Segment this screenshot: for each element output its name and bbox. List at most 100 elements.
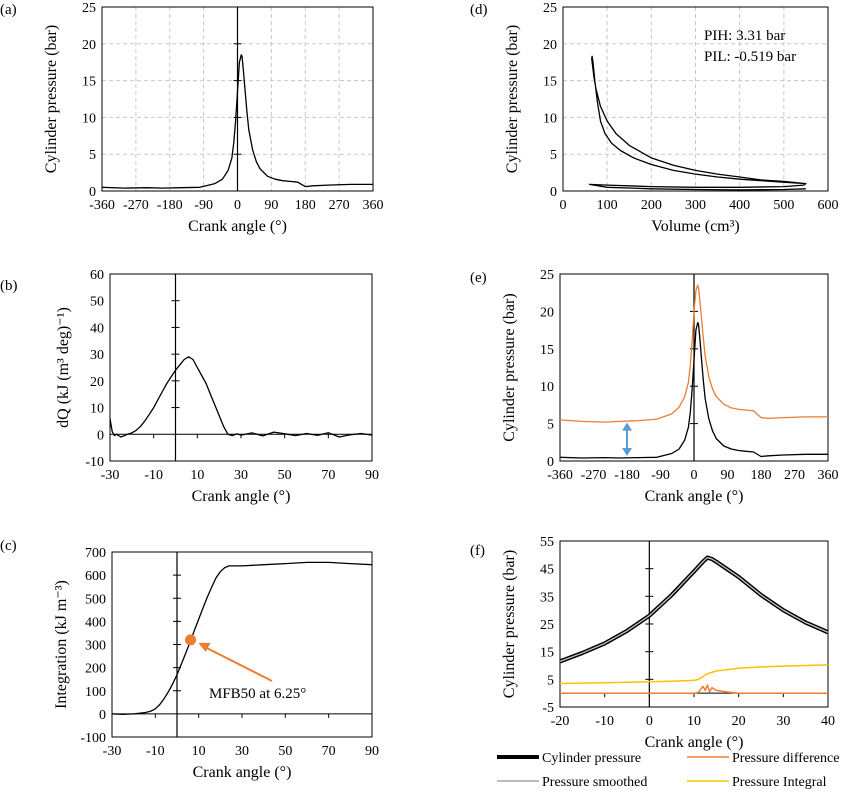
plot-frame (109, 273, 373, 462)
x-tick-label: 300 (685, 198, 706, 213)
x-tick-label: 30 (776, 714, 790, 729)
x-tick-label: 10 (687, 714, 701, 729)
y-tick-label: -100 (80, 731, 106, 746)
x-tick-label: 360 (818, 468, 839, 483)
x-tick-label: -360 (89, 198, 115, 213)
legend-label: Pressure smoothed (542, 775, 647, 790)
series-line-0 (112, 561, 372, 715)
y-tick-label: -10 (85, 455, 104, 470)
mfb50-arrow-head (198, 642, 211, 652)
panel-label-f: (f) (470, 543, 485, 559)
y-tick-label: 10 (543, 111, 557, 126)
panel-label-d: (d) (470, 2, 488, 18)
x-tick-label: 70 (321, 468, 335, 483)
chart-f: -20 -10 0 10 20 30 40 -5 5 15 25 35 45 55 Crank angle … (497, 535, 839, 790)
y-tick-label: 25 (543, 1, 557, 16)
x-tick-label: 0 (691, 468, 698, 483)
x-tick-label: 30 (234, 468, 248, 483)
x-tick-label: 180 (751, 468, 772, 483)
y-tick-label: 10 (90, 402, 104, 417)
x-tick-label: 600 (818, 198, 839, 213)
pmep-annotation: PIH: 3.31 bar (704, 28, 785, 44)
x-tick-label: 10 (190, 468, 204, 483)
x-tick-label: 0 (560, 198, 567, 213)
x-tick-label: 200 (641, 198, 662, 213)
y-axis-title: dQ (kJ (m³ deg)⁻¹) (55, 307, 72, 428)
x-tick-label: -20 (551, 714, 570, 729)
y-tick-label: 20 (90, 375, 104, 390)
y-tick-label: 200 (85, 662, 106, 677)
x-tick-label: 180 (295, 198, 316, 213)
chart-d: 0 100 200 300 400 500 600 0 5 10 15 20 25 Volume (cm³… (504, 1, 839, 235)
y-tick-label: 5 (547, 673, 554, 688)
x-tick-label: -30 (103, 744, 122, 759)
x-tick-label: -10 (595, 714, 614, 729)
y-tick-label: 0 (547, 455, 554, 470)
y-tick-label: 5 (547, 418, 554, 433)
chart-c: -30 -10 10 30 50 70 90 -100 0 100 200 300 400 500 600 7… (53, 546, 379, 781)
x-tick-label: -180 (614, 468, 640, 483)
legend-label: Pressure Integral (732, 775, 827, 790)
x-axis-title: Volume (cm³) (651, 218, 739, 235)
panel-label-e: (e) (470, 270, 487, 286)
offset-arrow-head-down (622, 448, 632, 457)
y-tick-label: 35 (540, 590, 554, 605)
chart-e: -360 -270 -180 -90 0 90 180 270 360 0 5 10 15 20 25 Cra… (501, 268, 839, 505)
x-tick-label: 100 (597, 198, 618, 213)
legend-label: Pressure difference (732, 751, 839, 766)
x-tick-label: 400 (729, 198, 750, 213)
series-line-0 (102, 54, 373, 189)
x-tick-label: 50 (278, 744, 292, 759)
y-tick-label: 40 (90, 321, 104, 336)
y-tick-label: 0 (97, 428, 104, 443)
x-axis-title: Crank angle (°) (192, 488, 291, 505)
x-tick-label: 30 (235, 744, 249, 759)
y-tick-label: 300 (85, 639, 106, 654)
y-tick-label: 5 (550, 148, 557, 163)
panel-label-c: (c) (0, 538, 17, 554)
x-tick-label: -180 (157, 198, 183, 213)
y-tick-label: 50 (90, 295, 104, 310)
series-line-0 (588, 55, 807, 191)
y-tick-label: 15 (543, 75, 557, 90)
y-tick-label: 0 (550, 185, 557, 200)
y-tick-label: 400 (85, 615, 106, 630)
x-tick-label: -360 (547, 468, 573, 483)
x-tick-label: 90 (365, 744, 379, 759)
y-tick-label: 700 (85, 546, 106, 561)
y-tick-label: 25 (540, 618, 554, 633)
x-tick-label: 500 (773, 198, 794, 213)
y-axis-title: Integration (kJ m⁻³) (53, 580, 70, 709)
y-tick-label: 15 (540, 646, 554, 661)
x-tick-label: 10 (192, 744, 206, 759)
x-tick-label: -30 (101, 468, 120, 483)
y-tick-label: 0 (99, 708, 106, 723)
x-axis-title: Crank angle (°) (645, 734, 744, 751)
x-tick-label: 70 (322, 744, 336, 759)
x-tick-label: -10 (144, 468, 163, 483)
x-tick-label: -270 (123, 198, 149, 213)
x-tick-label: 40 (821, 714, 835, 729)
series-line-1 (560, 684, 828, 694)
y-tick-label: 0 (89, 185, 96, 200)
y-tick-label: 500 (85, 592, 106, 607)
y-tick-label: 20 (543, 38, 557, 53)
x-tick-label: 270 (784, 468, 805, 483)
plot-frame (559, 540, 829, 708)
plot-frame (111, 551, 373, 738)
x-tick-label: -270 (581, 468, 607, 483)
y-tick-label: 15 (540, 343, 554, 358)
mfb50-annotation: MFB50 at 6.25° (209, 686, 306, 702)
y-tick-label: 5 (89, 148, 96, 163)
x-axis-title: Crank angle (°) (645, 488, 744, 505)
y-tick-label: 20 (540, 305, 554, 320)
series-line-1 (560, 284, 828, 423)
x-tick-label: 270 (329, 198, 350, 213)
x-tick-label: 50 (278, 468, 292, 483)
pmep-annotation: PIL: -0.519 bar (704, 49, 796, 65)
y-tick-label: 55 (540, 535, 554, 550)
mfb50-marker (185, 634, 197, 646)
x-tick-label: 90 (264, 198, 278, 213)
series-line-0 (560, 321, 828, 459)
